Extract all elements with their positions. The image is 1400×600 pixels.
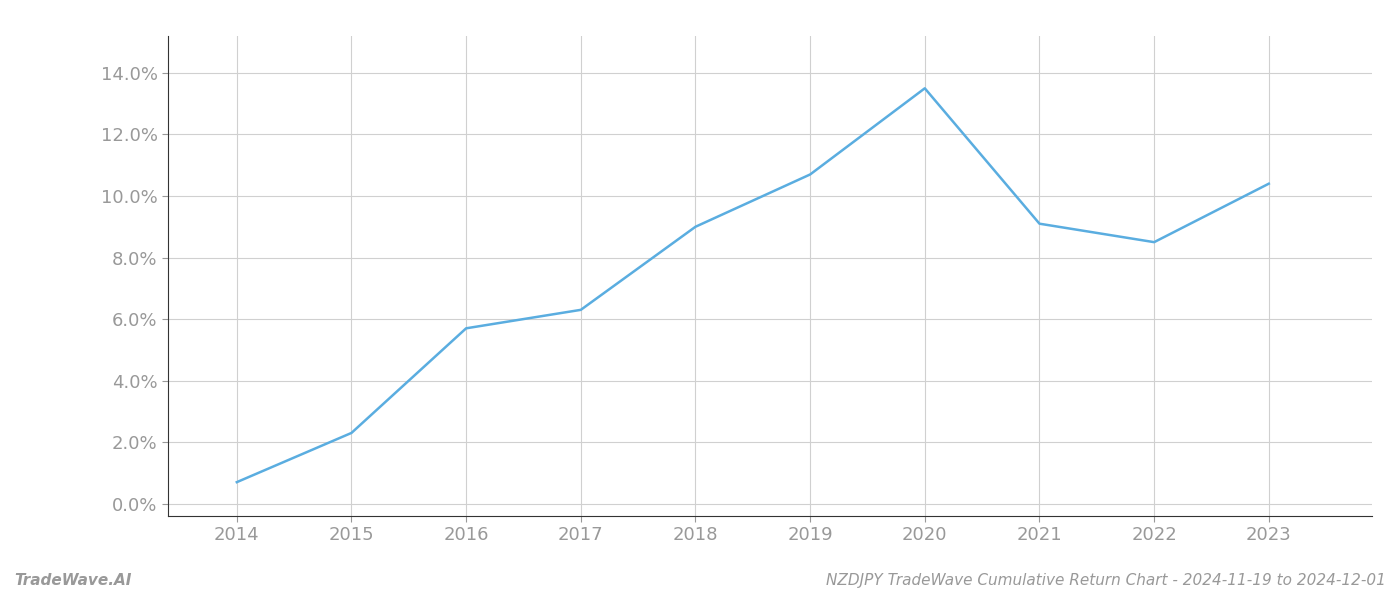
Text: TradeWave.AI: TradeWave.AI [14, 573, 132, 588]
Text: NZDJPY TradeWave Cumulative Return Chart - 2024-11-19 to 2024-12-01: NZDJPY TradeWave Cumulative Return Chart… [826, 573, 1386, 588]
